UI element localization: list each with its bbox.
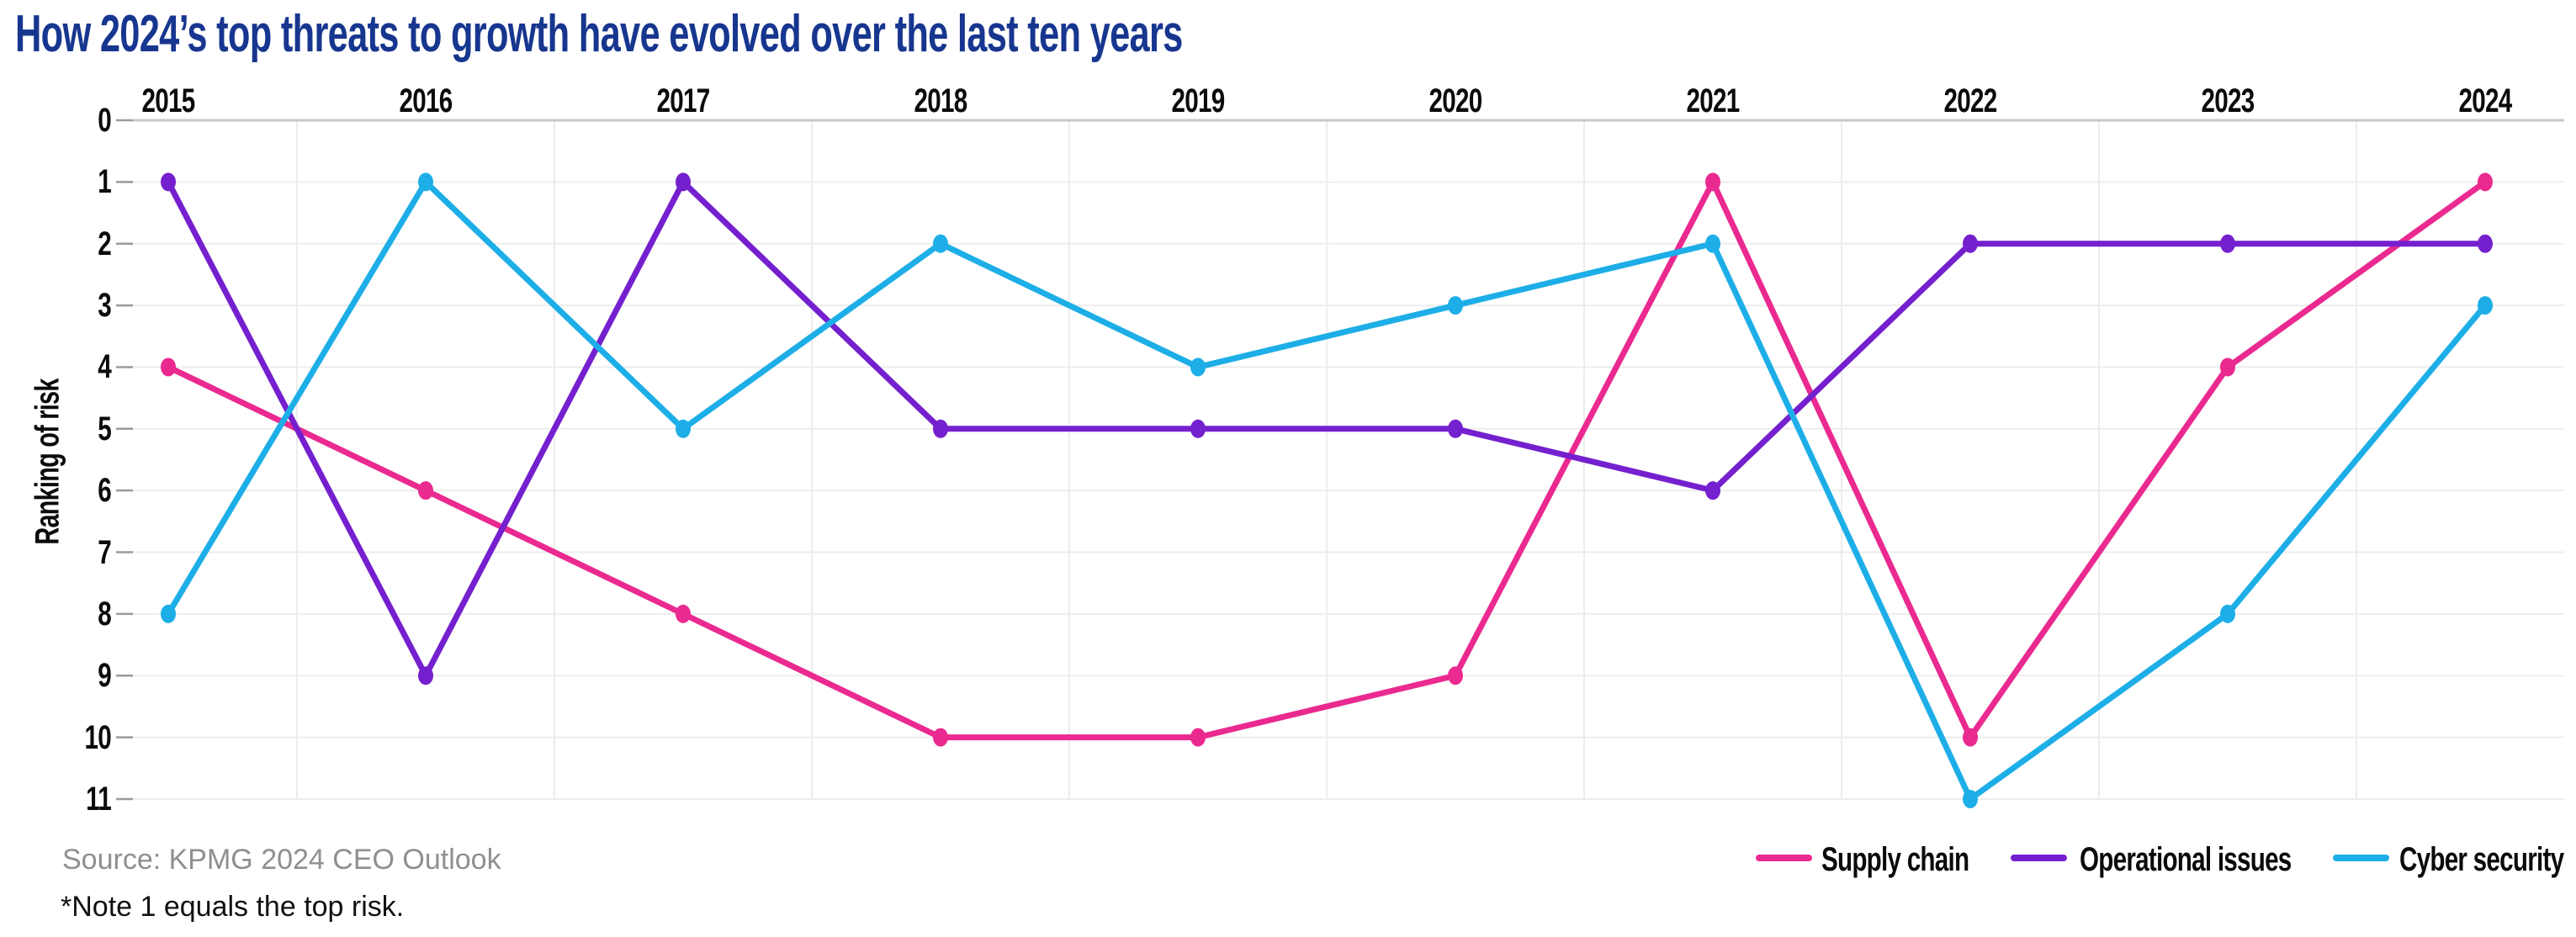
note-text: *Note 1 equals the top risk. — [61, 891, 405, 923]
data-point-cyber-security-2019 — [1190, 357, 1206, 377]
y-axis-label-4: 4 — [98, 348, 111, 386]
data-point-cyber-security-2022 — [1963, 789, 1978, 808]
y-axis-label-6: 6 — [98, 472, 111, 510]
data-point-supply-chain-2017 — [676, 604, 691, 623]
data-point-supply-chain-2018 — [933, 728, 948, 747]
series-line-cyber-security — [165, 178, 2489, 802]
x-axis-label-2022: 2022 — [1943, 82, 1998, 119]
series-line-supply-chain — [165, 178, 2489, 741]
y-axis-label-10: 10 — [84, 718, 112, 756]
data-point-operational-issues-2020 — [1448, 419, 1463, 438]
data-point-operational-issues-2017 — [676, 172, 691, 192]
y-axis-title: Ranking of risk — [29, 379, 66, 545]
data-point-operational-issues-2018 — [933, 419, 948, 438]
chart-title: How 2024’s top threats to growth have ev… — [15, 5, 1183, 63]
legend-label-cyber-security: Cyber security — [2399, 841, 2564, 878]
legend-swatch-cyber-security — [2333, 855, 2389, 861]
y-axis-label-0: 0 — [98, 102, 111, 139]
source-text: Source: KPMG 2024 CEO Outlook — [62, 844, 501, 876]
data-point-supply-chain-2024 — [2478, 172, 2493, 192]
data-point-supply-chain-2015 — [161, 357, 176, 377]
y-axis-label-8: 8 — [98, 595, 111, 633]
x-axis-label-2023: 2023 — [2201, 82, 2255, 119]
y-axis-label-5: 5 — [98, 410, 111, 447]
data-point-operational-issues-2023 — [2220, 234, 2235, 253]
data-point-cyber-security-2017 — [676, 419, 691, 438]
data-point-operational-issues-2016 — [418, 666, 433, 686]
data-point-operational-issues-2019 — [1190, 419, 1206, 438]
data-point-supply-chain-2016 — [418, 481, 433, 500]
data-point-cyber-security-2016 — [418, 172, 433, 192]
data-point-cyber-security-2021 — [1705, 234, 1720, 253]
x-axis-label-2015: 2015 — [141, 82, 196, 119]
y-axis-label-1: 1 — [98, 163, 111, 201]
data-point-operational-issues-2021 — [1705, 481, 1720, 500]
legend-swatch-operational-issues — [2011, 855, 2067, 861]
y-axis-label-7: 7 — [98, 533, 111, 571]
data-point-cyber-security-2020 — [1448, 296, 1463, 315]
x-axis-label-2021: 2021 — [1686, 82, 1741, 119]
data-point-operational-issues-2022 — [1963, 234, 1978, 253]
data-point-cyber-security-2024 — [2478, 296, 2493, 315]
x-axis-label-2020: 2020 — [1428, 82, 1483, 119]
data-point-operational-issues-2024 — [2478, 234, 2493, 253]
y-axis-label-9: 9 — [98, 657, 111, 695]
legend-label-supply-chain: Supply chain — [1821, 841, 1969, 878]
data-point-supply-chain-2020 — [1448, 666, 1463, 686]
data-point-supply-chain-2022 — [1963, 728, 1978, 747]
y-axis-label-11: 11 — [86, 780, 112, 818]
data-point-operational-issues-2015 — [161, 172, 176, 192]
x-axis-label-2019: 2019 — [1171, 82, 1226, 119]
data-point-supply-chain-2021 — [1705, 172, 1720, 192]
x-axis-label-2016: 2016 — [399, 82, 453, 119]
series-line-operational-issues — [165, 178, 2489, 679]
data-point-supply-chain-2019 — [1190, 728, 1206, 747]
x-axis-label-2018: 2018 — [914, 82, 968, 119]
data-point-cyber-security-2018 — [933, 234, 948, 253]
x-axis-label-2024: 2024 — [2458, 82, 2513, 119]
legend-label-operational-issues: Operational issues — [2080, 841, 2292, 878]
data-point-supply-chain-2023 — [2220, 357, 2235, 377]
legend-swatch-supply-chain — [1756, 855, 1812, 861]
data-point-cyber-security-2015 — [161, 604, 176, 623]
y-axis-label-2: 2 — [98, 225, 111, 262]
data-point-cyber-security-2023 — [2220, 604, 2235, 623]
y-axis-label-3: 3 — [98, 287, 111, 325]
x-axis-label-2017: 2017 — [656, 82, 711, 119]
